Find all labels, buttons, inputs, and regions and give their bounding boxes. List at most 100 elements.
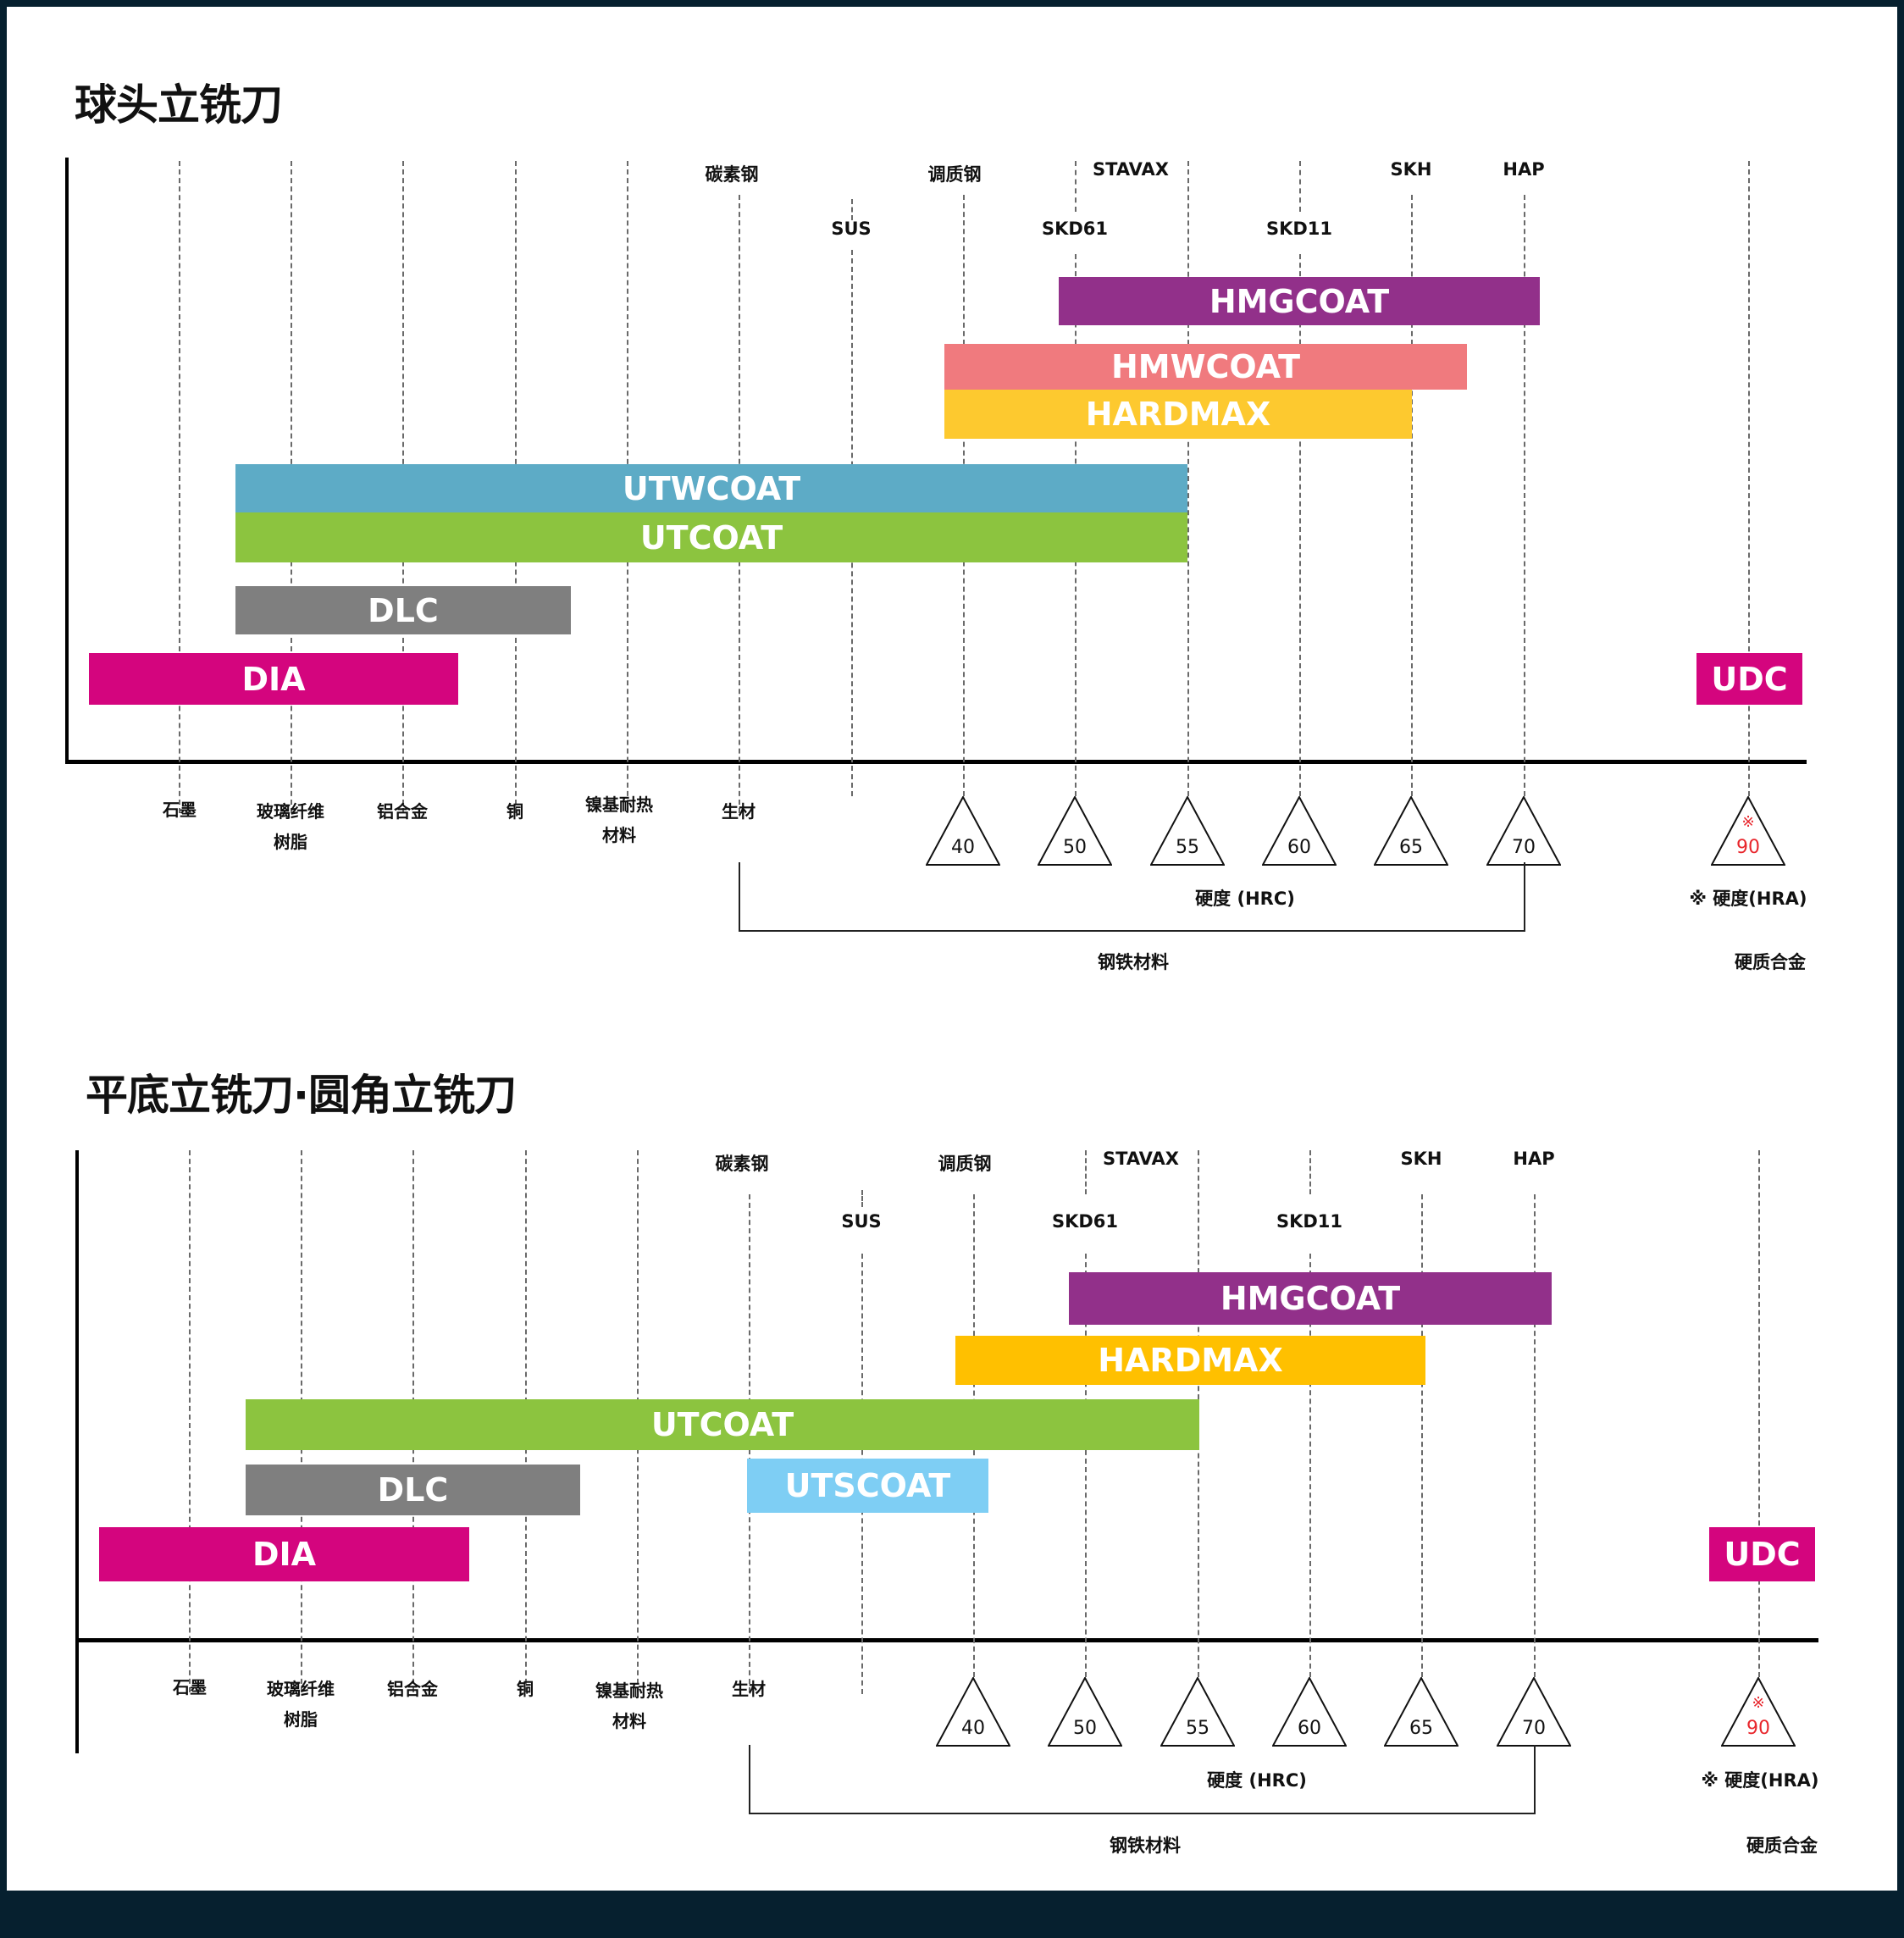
- label-stavax: STAVAX: [1103, 1149, 1179, 1169]
- hardness-tick-60: 60: [1272, 1677, 1347, 1747]
- label-hap: HAP: [1503, 159, 1545, 180]
- gridline-70: [1534, 1194, 1536, 1677]
- label-skd61: SKD61: [1051, 1211, 1119, 1232]
- gridline-60: [1299, 254, 1301, 796]
- bar-hmwcoat: HMWCOAT: [944, 344, 1467, 390]
- label-skd61: SKD61: [1041, 219, 1109, 239]
- triangle-icon: [1272, 1677, 1347, 1747]
- hardness-tick-50: 50: [1038, 796, 1112, 866]
- hra-caption: ※ 硬度(HRA): [1689, 889, 1807, 909]
- gridline-90: [1748, 161, 1750, 796]
- hardness-tick-90-hra: ※ 90: [1721, 1677, 1796, 1747]
- y-axis: [65, 158, 69, 764]
- label-skd11: SKD11: [1265, 219, 1333, 239]
- tick-value: 70: [1522, 1718, 1546, 1739]
- bar-dlc: DLC: [235, 586, 571, 634]
- tick-value: 70: [1512, 837, 1536, 858]
- hardness-tick-65: 65: [1384, 1677, 1458, 1747]
- hardness-tick-60: 60: [1262, 796, 1337, 866]
- triangle-icon: [1160, 1677, 1235, 1747]
- steel-caption: 钢铁材料: [1098, 952, 1169, 972]
- bar-udc: UDC: [1709, 1527, 1815, 1581]
- bar-hmgcoat: HMGCOAT: [1069, 1272, 1552, 1325]
- hardness-tick-90-hra: ※ 90: [1711, 796, 1785, 866]
- flat-radius-endmill-chart: 平底立铣刀·圆角立铣刀 碳素钢 调质钢 STAVAX SKH HAP SUS S…: [12, 989, 1904, 1938]
- label-skh: SKH: [1390, 159, 1432, 180]
- tick-value: 60: [1287, 837, 1311, 858]
- triangle-icon: [1150, 796, 1225, 866]
- hardness-tick-40: 40: [926, 796, 1000, 866]
- label-aluminum: 铝合金: [387, 1679, 438, 1699]
- label-raw-material: 生材: [732, 1679, 766, 1699]
- x-axis: [65, 760, 1807, 764]
- gridline-graphite: [189, 1150, 191, 1692]
- label-sus: SUS: [831, 219, 872, 239]
- gridline-graphite: [179, 161, 180, 813]
- tick-value: 60: [1298, 1718, 1321, 1739]
- triangle-icon: [1262, 796, 1337, 866]
- label-tempered-steel: 调质钢: [927, 164, 982, 185]
- gridline-50: [1085, 1150, 1087, 1194]
- label-aluminum: 铝合金: [377, 801, 428, 822]
- tick-value: 55: [1176, 837, 1199, 858]
- tick-value: 40: [961, 1718, 985, 1739]
- hardness-tick-70: 70: [1486, 796, 1561, 866]
- hrc-caption: 硬度 (HRC): [1207, 1770, 1307, 1791]
- label-graphite: 石墨: [173, 1677, 207, 1697]
- reference-mark-icon: ※: [1741, 813, 1755, 831]
- label-graphite: 石墨: [163, 800, 196, 820]
- triangle-icon: [936, 1677, 1010, 1747]
- x-axis: [75, 1638, 1818, 1642]
- tick-value: 65: [1399, 837, 1423, 858]
- triangle-icon: [1721, 1677, 1796, 1747]
- label-raw-material: 生材: [722, 801, 756, 822]
- y-axis: [75, 1150, 79, 1753]
- gridline-65: [1411, 195, 1413, 796]
- hra-caption: ※ 硬度(HRA): [1701, 1770, 1819, 1791]
- hardness-tick-65: 65: [1374, 796, 1448, 866]
- label-fiberglass: 玻璃纤维 树脂: [267, 1679, 335, 1730]
- label-skd11: SKD11: [1276, 1211, 1343, 1232]
- bar-hardmax: HARDMAX: [955, 1336, 1425, 1385]
- chart-title: 平底立铣刀·圆角立铣刀: [86, 1071, 517, 1120]
- bar-utcoat: UTCOAT: [246, 1399, 1199, 1450]
- triangle-icon: [1711, 796, 1785, 866]
- gridline-sus: [851, 199, 853, 220]
- chart-title: 球头立铣刀: [75, 80, 283, 130]
- label-carbon-steel: 碳素钢: [715, 1154, 769, 1174]
- carbide-caption: 硬质合金: [1735, 952, 1806, 972]
- tick-value: 40: [951, 837, 975, 858]
- label-skh: SKH: [1400, 1149, 1442, 1169]
- bar-utcoat: UTCOAT: [235, 512, 1187, 562]
- gridline-50: [1075, 161, 1077, 212]
- bar-udc: UDC: [1696, 653, 1802, 705]
- bar-dlc: DLC: [246, 1465, 580, 1515]
- gridline-90: [1758, 1150, 1760, 1677]
- bar-dia: DIA: [99, 1527, 469, 1581]
- label-copper: 铜: [506, 801, 523, 822]
- hardness-tick-55: 55: [1160, 1677, 1235, 1747]
- triangle-icon: [1384, 1677, 1458, 1747]
- label-stavax: STAVAX: [1093, 159, 1169, 180]
- tick-value: 50: [1073, 1718, 1097, 1739]
- carbide-caption: 硬质合金: [1746, 1836, 1818, 1856]
- bar-utscoat: UTSCOAT: [747, 1459, 988, 1513]
- tick-value: 50: [1063, 837, 1087, 858]
- bar-hardmax: HARDMAX: [944, 390, 1412, 439]
- gridline-50: [1085, 1254, 1087, 1677]
- triangle-icon: [1038, 796, 1112, 866]
- label-sus: SUS: [841, 1211, 882, 1232]
- tick-value: 55: [1186, 1718, 1209, 1739]
- gridline-60: [1299, 161, 1301, 212]
- label-hap: HAP: [1513, 1149, 1555, 1169]
- hardness-tick-55: 55: [1150, 796, 1225, 866]
- label-fiberglass: 玻璃纤维 树脂: [257, 801, 324, 852]
- label-tempered-steel: 调质钢: [938, 1154, 992, 1174]
- tick-value: 90: [1746, 1718, 1770, 1739]
- steel-caption: 钢铁材料: [1110, 1836, 1181, 1856]
- bar-hmgcoat: HMGCOAT: [1059, 277, 1540, 325]
- gridline-65: [1421, 1194, 1423, 1677]
- label-nickel-alloy: 镍基耐热 材料: [595, 1681, 663, 1731]
- gridline-55: [1187, 161, 1189, 796]
- reference-mark-icon: ※: [1752, 1694, 1765, 1712]
